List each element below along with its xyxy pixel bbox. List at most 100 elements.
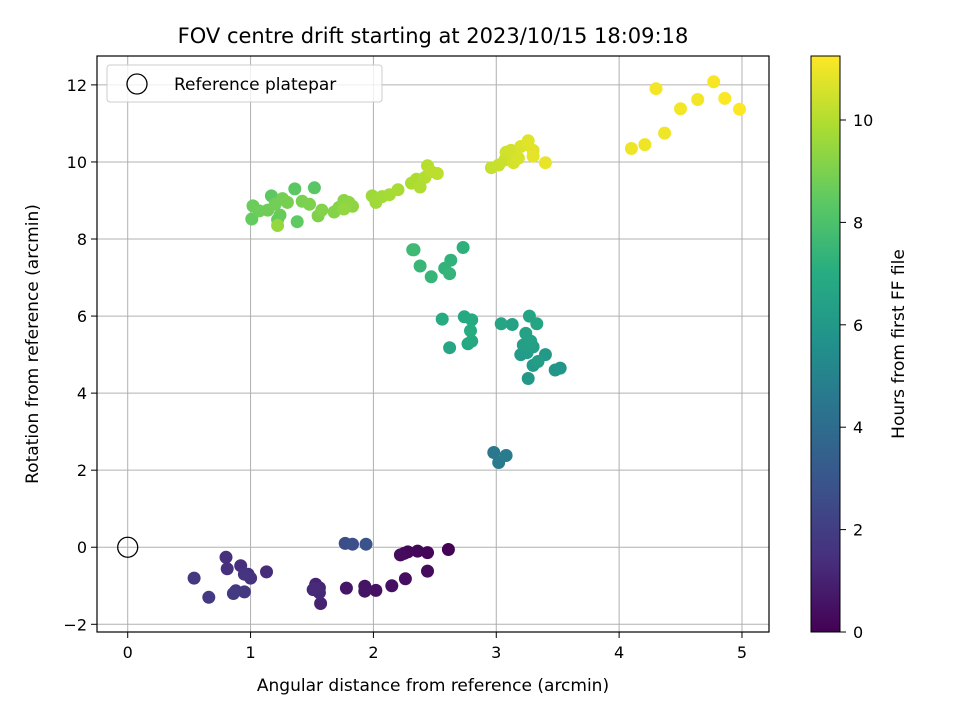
data-point [624, 142, 638, 155]
data-point [369, 583, 383, 597]
data-point [421, 546, 434, 560]
data-points [187, 75, 746, 610]
colorbar-tick-label: 4 [853, 418, 863, 437]
data-point [494, 317, 508, 331]
data-point [499, 449, 513, 462]
colorbar-ticks: 0 2 4 6 8 10 [840, 111, 873, 642]
data-point [430, 167, 444, 180]
grid-lines [97, 56, 769, 632]
data-point [456, 241, 470, 254]
data-point [273, 208, 287, 222]
data-point [511, 151, 525, 165]
x-axis-label: Angular distance from reference (arcmin) [257, 676, 609, 696]
data-point [421, 564, 434, 578]
y-tick-label: 12 [67, 76, 87, 95]
x-tick-label: 0 [123, 643, 133, 662]
data-point [237, 585, 251, 599]
data-point [271, 219, 285, 232]
x-tick-label: 4 [614, 643, 624, 662]
data-point [406, 243, 420, 257]
data-point [411, 544, 425, 558]
colorbar: 0 2 4 6 8 10 Hours from first FF file [810, 55, 909, 642]
data-point [413, 180, 427, 194]
data-point [337, 202, 351, 216]
data-point [519, 326, 533, 340]
data-point [226, 587, 240, 600]
data-point [315, 203, 329, 217]
data-point [346, 537, 359, 551]
colorbar-tick-label: 2 [853, 521, 863, 540]
data-point [202, 590, 216, 604]
data-point [314, 597, 328, 610]
y-axis-label: Rotation from reference (arcmin) [23, 204, 43, 484]
y-tick-label: 4 [77, 384, 87, 403]
y-tick-label: 0 [77, 538, 87, 557]
y-axis-ticks: −2 0 2 4 6 8 10 12 [63, 76, 97, 634]
colorbar-tick-label: 8 [853, 213, 863, 232]
data-point [220, 562, 234, 576]
data-point [441, 543, 455, 556]
data-point [303, 197, 316, 211]
data-point [413, 259, 427, 273]
y-tick-label: 6 [77, 307, 87, 326]
x-tick-label: 3 [491, 643, 501, 662]
data-point [530, 317, 544, 331]
x-tick-label: 1 [245, 643, 255, 662]
data-point [288, 182, 302, 196]
legend: Reference platepar [106, 64, 383, 103]
data-point [290, 215, 304, 229]
chart-title: FOV centre drift starting at 2023/10/15 … [178, 24, 689, 48]
data-point [707, 75, 721, 89]
plot-frame [96, 55, 770, 633]
data-point [674, 102, 687, 116]
y-tick-label: 10 [67, 153, 87, 172]
data-point [531, 355, 545, 368]
data-point [260, 565, 273, 579]
reference-marker-group [117, 536, 139, 558]
data-point [398, 572, 412, 586]
data-point [465, 313, 479, 327]
colorbar-gradient [810, 55, 841, 633]
data-point [359, 537, 373, 551]
data-point [307, 582, 321, 596]
data-point [307, 181, 321, 195]
data-point [358, 584, 372, 598]
data-point [538, 156, 552, 170]
data-point [465, 334, 479, 348]
data-point [521, 134, 535, 148]
data-point [237, 567, 251, 581]
reference-platepar-marker [117, 536, 139, 558]
colorbar-tick-label: 10 [853, 111, 873, 130]
data-point [424, 270, 438, 284]
data-point [435, 312, 449, 326]
data-point [505, 318, 519, 331]
x-tick-label: 2 [368, 643, 378, 662]
x-axis-ticks: 0 1 2 3 4 5 [123, 632, 747, 662]
data-point [280, 195, 294, 209]
data-point [443, 341, 457, 355]
y-tick-label: 8 [77, 230, 87, 249]
data-point [464, 324, 477, 338]
data-point [219, 550, 233, 564]
data-point [658, 126, 672, 140]
y-tick-label: 2 [77, 461, 87, 480]
data-point [385, 579, 399, 593]
data-point [391, 183, 405, 197]
colorbar-label: Hours from first FF file [889, 249, 909, 439]
legend-label: Reference platepar [174, 75, 336, 95]
data-point [443, 267, 457, 281]
data-point [691, 93, 705, 106]
data-point [548, 363, 562, 377]
data-point [393, 548, 407, 562]
y-tick-label: −2 [63, 615, 87, 634]
data-point [526, 149, 540, 163]
data-point [733, 102, 746, 116]
data-point [339, 581, 353, 595]
data-point [487, 446, 501, 459]
colorbar-tick-label: 0 [853, 623, 863, 642]
data-point [649, 82, 663, 96]
colorbar-tick-label: 6 [853, 316, 863, 335]
data-point [521, 372, 535, 385]
x-tick-label: 5 [737, 643, 747, 662]
